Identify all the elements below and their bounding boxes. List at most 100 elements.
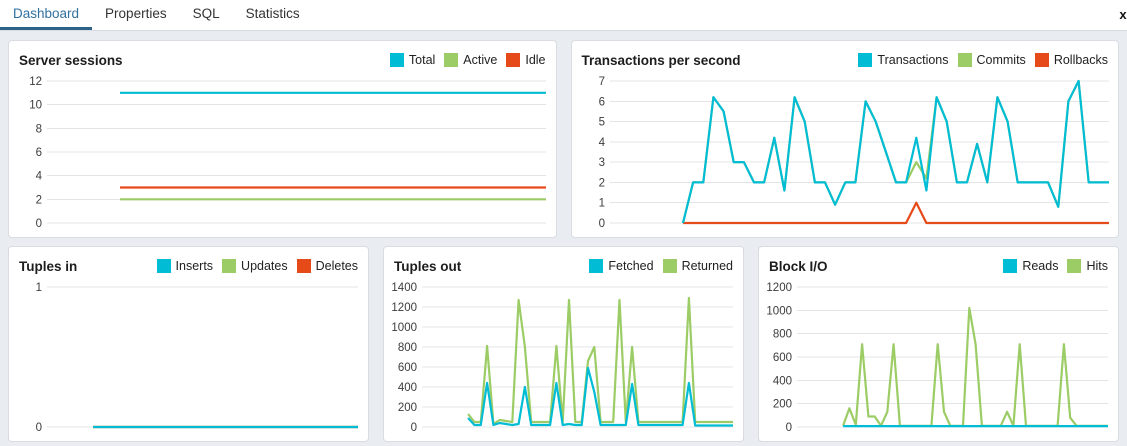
tab-dashboard[interactable]: Dashboard xyxy=(0,0,93,30)
chart-canvas: 0 200 400 600 800 1000 1200 xyxy=(766,282,1108,434)
legend: Transactions Commits Rollbacks xyxy=(858,53,1108,67)
tab-sql[interactable]: SQL xyxy=(192,6,220,21)
legend-item: Commits xyxy=(957,53,1026,67)
legend-item: Updates xyxy=(222,259,288,273)
legend-item: Rollbacks xyxy=(1034,53,1108,67)
y-tick-label: 0 xyxy=(36,422,42,434)
chart-canvas: 01 xyxy=(36,282,358,434)
charts-row-top: Server sessions Total Active Idle 0 2 4 6 8 10 1… xyxy=(8,40,1119,238)
legend-label: Updates xyxy=(241,259,288,273)
y-tick-label: 0 xyxy=(411,422,417,434)
panel-header: Transactions per second Transactions Comm… xyxy=(572,41,1119,71)
panel-title: Transactions per second xyxy=(581,52,741,68)
y-tick-label: 200 xyxy=(773,399,792,411)
legend-item: Active xyxy=(444,53,497,67)
chart-canvas: 0 2 4 6 8 10 12 xyxy=(29,76,546,230)
legend: Total Active Idle xyxy=(389,53,546,67)
series-line-fetched xyxy=(467,366,733,427)
y-tick-label: 400 xyxy=(398,382,417,394)
legend-swatch xyxy=(858,53,873,67)
legend-swatch xyxy=(1034,53,1049,67)
legend-item: Total xyxy=(389,53,436,67)
y-tick-label: 1000 xyxy=(391,322,417,334)
panel-block-io: Block I/O Reads Hits 0 200 400 600 800 1000 120… xyxy=(758,246,1119,442)
y-tick-label: 6 xyxy=(36,147,42,159)
legend-label: Total xyxy=(408,53,436,67)
legend-label: Deletes xyxy=(315,259,358,273)
legend-item: Deletes xyxy=(296,259,358,273)
legend-label: Transactions xyxy=(877,53,949,67)
y-tick-label: 1200 xyxy=(391,302,417,314)
y-tick-label: 8 xyxy=(36,123,42,135)
y-tick-label: 200 xyxy=(398,402,417,414)
legend-swatch xyxy=(589,259,604,273)
panel-server-sessions: Server sessions Total Active Idle 0 2 4 6 8 10 1… xyxy=(8,40,557,238)
tab-bar: Dashboard Properties SQL Statistics x xyxy=(0,0,1127,31)
y-tick-label: 10 xyxy=(29,100,42,112)
legend-swatch xyxy=(296,259,311,273)
tab-statistics[interactable]: Statistics xyxy=(245,6,300,21)
line-chart-transactions: 0 1 2 3 4 5 6 7 xyxy=(572,71,1119,237)
legend-swatch xyxy=(444,53,459,67)
legend-label: Hits xyxy=(1086,259,1108,273)
legend-item: Inserts xyxy=(156,259,214,273)
legend-item: Fetched xyxy=(589,259,654,273)
y-tick-label: 4 xyxy=(36,171,43,183)
y-tick-label: 1 xyxy=(598,198,604,210)
panel-transactions-per-second: Transactions per second Transactions Comm… xyxy=(570,40,1119,238)
panel-title: Tuples out xyxy=(394,258,462,274)
panel-header: Tuples in Inserts Updates Deletes xyxy=(9,247,368,277)
legend-item: Hits xyxy=(1067,259,1108,273)
line-chart-block-io: 0 200 400 600 800 1000 1200 xyxy=(759,277,1118,441)
legend-label: Reads xyxy=(1022,259,1059,273)
series-line-rollbacks xyxy=(682,201,1109,225)
y-tick-label: 12 xyxy=(29,76,42,88)
dashboard-grid: Server sessions Total Active Idle 0 2 4 6 8 10 1… xyxy=(0,31,1127,446)
panel-header: Server sessions Total Active Idle xyxy=(9,41,556,71)
legend-swatch xyxy=(389,53,404,67)
line-chart-server-sessions: 0 2 4 6 8 10 12 xyxy=(9,71,556,237)
legend: Inserts Updates Deletes xyxy=(156,259,358,273)
y-tick-label: 5 xyxy=(598,117,604,129)
y-tick-label: 1400 xyxy=(391,282,417,294)
legend-swatch xyxy=(506,53,521,67)
y-tick-label: 600 xyxy=(773,352,792,364)
y-tick-label: 1000 xyxy=(766,305,792,317)
chart-canvas: 0 200 400 600 800 1000 1200 1400 xyxy=(391,282,733,434)
y-tick-label: 1200 xyxy=(766,282,792,294)
legend-item: Transactions xyxy=(858,53,949,67)
y-tick-label: 400 xyxy=(773,375,792,387)
tab-properties[interactable]: Properties xyxy=(105,6,167,21)
chart-canvas: 0 1 2 3 4 5 6 7 xyxy=(598,76,1109,230)
legend-swatch xyxy=(957,53,972,67)
legend-label: Inserts xyxy=(175,259,214,273)
panel-title: Tuples in xyxy=(19,258,78,274)
legend-label: Returned xyxy=(681,259,733,273)
y-tick-label: 7 xyxy=(598,76,604,88)
legend-swatch xyxy=(1003,259,1018,273)
panel-header: Block I/O Reads Hits xyxy=(759,247,1118,277)
y-tick-label: 6 xyxy=(598,96,604,108)
close-icon[interactable]: x xyxy=(1119,6,1127,22)
legend-swatch xyxy=(156,259,171,273)
legend-item: Reads xyxy=(1003,259,1058,273)
panel-title: Block I/O xyxy=(769,258,828,274)
legend-label: Idle xyxy=(525,53,546,67)
legend-item: Returned xyxy=(662,259,733,273)
y-tick-label: 800 xyxy=(398,342,417,354)
legend-item: Idle xyxy=(506,53,546,67)
y-tick-label: 800 xyxy=(773,329,792,341)
y-tick-label: 2 xyxy=(36,194,42,206)
y-tick-label: 0 xyxy=(598,218,604,230)
series-line-transactions xyxy=(681,79,1109,224)
legend: Reads Hits xyxy=(1003,259,1108,273)
line-chart-tuples-out: 0 200 400 600 800 1000 1200 1400 xyxy=(384,277,743,441)
y-tick-label: 600 xyxy=(398,362,417,374)
y-tick-label: 4 xyxy=(598,137,605,149)
y-tick-label: 0 xyxy=(786,422,792,434)
series-line-hits xyxy=(842,306,1108,427)
series-line-commits xyxy=(681,79,1109,224)
